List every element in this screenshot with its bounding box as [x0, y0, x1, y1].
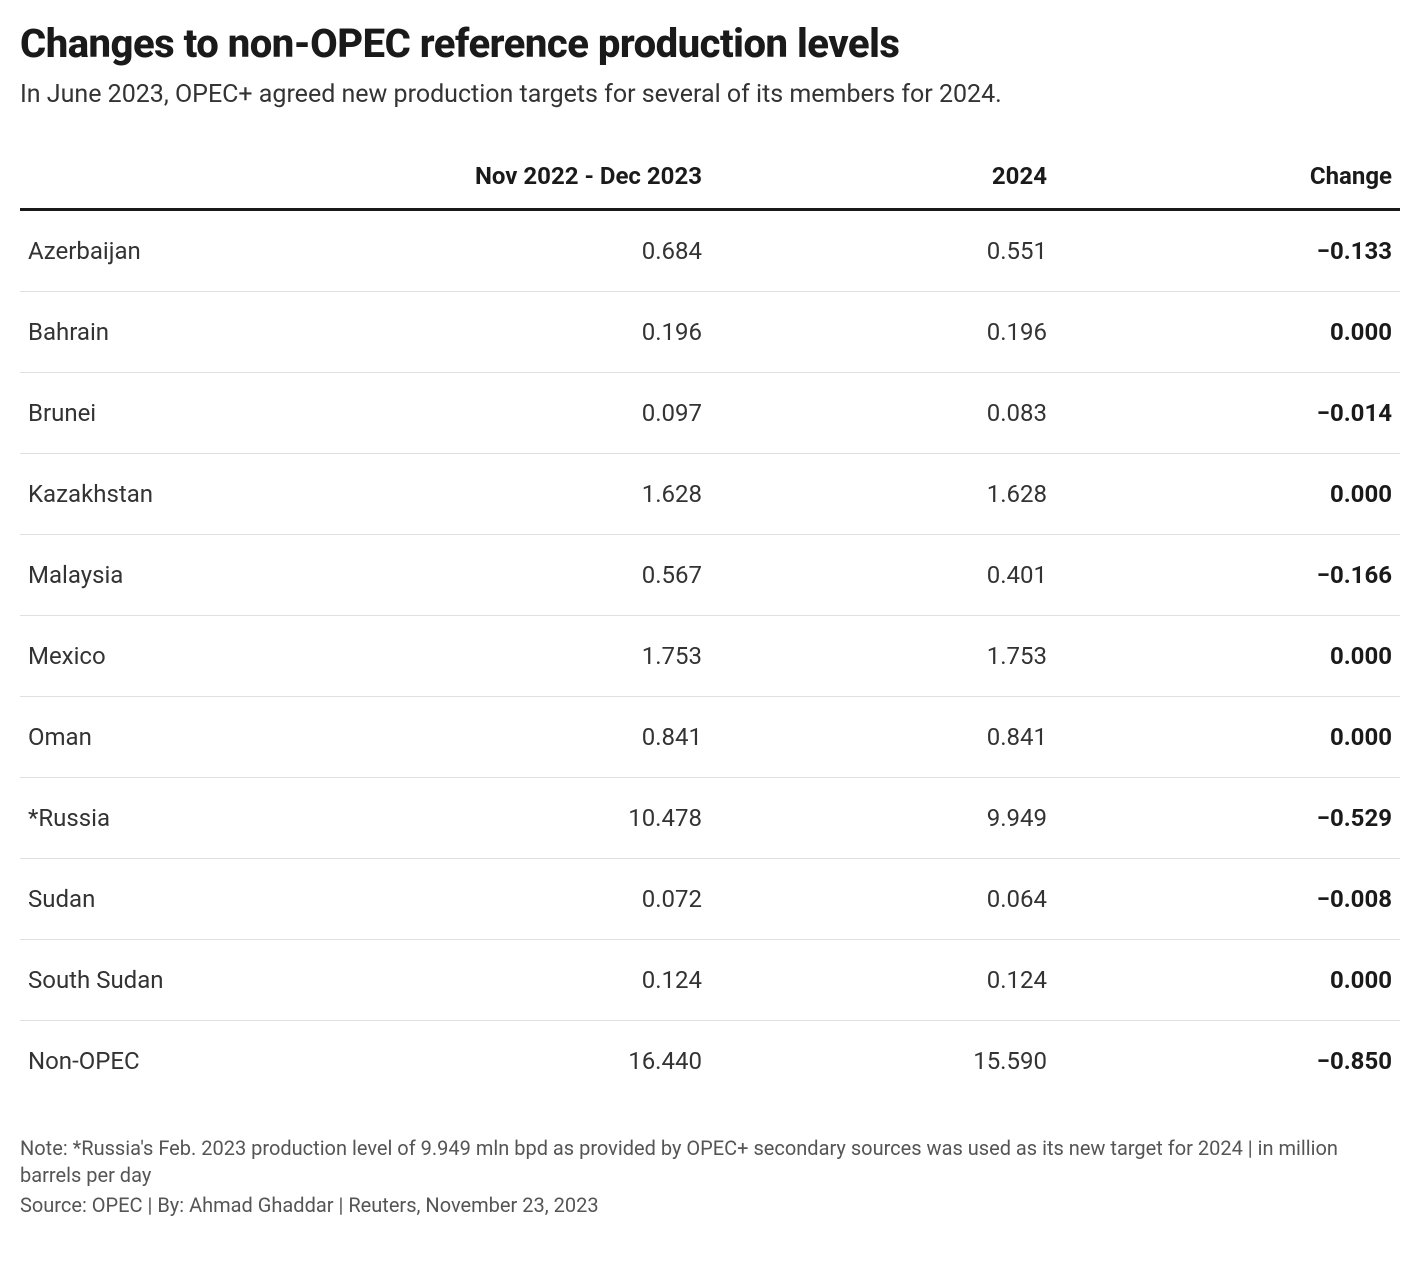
table-row: Kazakhstan 1.628 1.628 0.000 [20, 454, 1400, 535]
cell-prev: 0.124 [351, 940, 710, 1021]
cell-country: Mexico [20, 616, 351, 697]
cell-change: −0.529 [1055, 778, 1400, 859]
table-row: *Russia 10.478 9.949 −0.529 [20, 778, 1400, 859]
cell-change: −0.850 [1055, 1021, 1400, 1102]
table-row: Bahrain 0.196 0.196 0.000 [20, 292, 1400, 373]
cell-change: 0.000 [1055, 940, 1400, 1021]
cell-next: 1.628 [710, 454, 1055, 535]
table-body: Azerbaijan 0.684 0.551 −0.133 Bahrain 0.… [20, 210, 1400, 1102]
cell-next: 0.551 [710, 210, 1055, 292]
cell-country: Oman [20, 697, 351, 778]
table-row: Mexico 1.753 1.753 0.000 [20, 616, 1400, 697]
cell-change: −0.166 [1055, 535, 1400, 616]
cell-change: 0.000 [1055, 454, 1400, 535]
col-header-country [20, 162, 351, 210]
cell-change: 0.000 [1055, 616, 1400, 697]
cell-country: Bahrain [20, 292, 351, 373]
cell-next: 9.949 [710, 778, 1055, 859]
col-header-next: 2024 [710, 162, 1055, 210]
figure-source: Source: OPEC | By: Ahmad Ghaddar | Reute… [20, 1193, 1400, 1217]
cell-change: −0.133 [1055, 210, 1400, 292]
cell-prev: 10.478 [351, 778, 710, 859]
cell-change: 0.000 [1055, 292, 1400, 373]
cell-country: Brunei [20, 373, 351, 454]
cell-country: Kazakhstan [20, 454, 351, 535]
col-header-change: Change [1055, 162, 1400, 210]
cell-prev: 0.684 [351, 210, 710, 292]
figure-note: Note: *Russia's Feb. 2023 production lev… [20, 1135, 1400, 1189]
table-row: South Sudan 0.124 0.124 0.000 [20, 940, 1400, 1021]
cell-change: 0.000 [1055, 697, 1400, 778]
figure-subtitle: In June 2023, OPEC+ agreed new productio… [20, 77, 1400, 112]
cell-country: *Russia [20, 778, 351, 859]
cell-country: Non-OPEC [20, 1021, 351, 1102]
table-header-row: Nov 2022 - Dec 2023 2024 Change [20, 162, 1400, 210]
cell-prev: 1.753 [351, 616, 710, 697]
figure-container: Changes to non-OPEC reference production… [0, 0, 1420, 1247]
cell-prev: 0.841 [351, 697, 710, 778]
cell-next: 0.841 [710, 697, 1055, 778]
cell-next: 0.196 [710, 292, 1055, 373]
cell-prev: 1.628 [351, 454, 710, 535]
table-row: Non-OPEC 16.440 15.590 −0.850 [20, 1021, 1400, 1102]
cell-next: 0.083 [710, 373, 1055, 454]
cell-prev: 16.440 [351, 1021, 710, 1102]
table-row: Sudan 0.072 0.064 −0.008 [20, 859, 1400, 940]
cell-country: Azerbaijan [20, 210, 351, 292]
cell-country: Sudan [20, 859, 351, 940]
cell-prev: 0.196 [351, 292, 710, 373]
cell-change: −0.008 [1055, 859, 1400, 940]
cell-prev: 0.097 [351, 373, 710, 454]
cell-prev: 0.567 [351, 535, 710, 616]
production-table: Nov 2022 - Dec 2023 2024 Change Azerbaij… [20, 162, 1400, 1101]
cell-prev: 0.072 [351, 859, 710, 940]
cell-next: 0.401 [710, 535, 1055, 616]
cell-country: South Sudan [20, 940, 351, 1021]
cell-country: Malaysia [20, 535, 351, 616]
table-row: Azerbaijan 0.684 0.551 −0.133 [20, 210, 1400, 292]
cell-next: 0.064 [710, 859, 1055, 940]
table-row: Brunei 0.097 0.083 −0.014 [20, 373, 1400, 454]
col-header-prev: Nov 2022 - Dec 2023 [351, 162, 710, 210]
table-row: Malaysia 0.567 0.401 −0.166 [20, 535, 1400, 616]
cell-change: −0.014 [1055, 373, 1400, 454]
cell-next: 1.753 [710, 616, 1055, 697]
cell-next: 0.124 [710, 940, 1055, 1021]
table-row: Oman 0.841 0.841 0.000 [20, 697, 1400, 778]
figure-title: Changes to non-OPEC reference production… [20, 20, 1400, 67]
cell-next: 15.590 [710, 1021, 1055, 1102]
